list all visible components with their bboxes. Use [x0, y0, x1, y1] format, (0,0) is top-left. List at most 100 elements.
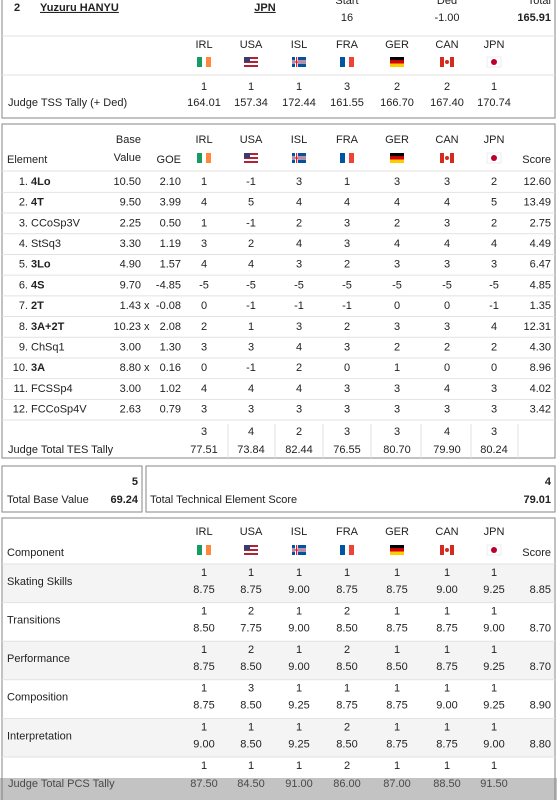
element-score: 2.75 — [530, 217, 551, 229]
element-number: 6. — [19, 279, 28, 291]
flag-part — [244, 161, 258, 163]
judge-goe: 2 — [344, 321, 350, 333]
judge-goe: 3 — [201, 238, 207, 250]
row-shade — [3, 641, 554, 680]
judge-country: IRL — [195, 134, 212, 146]
base-value: 8.80 — [120, 362, 141, 374]
base-rank: 5 — [132, 476, 138, 488]
element-name: 3A — [31, 362, 45, 374]
component-rank: 1 — [394, 644, 400, 656]
judge-goe: 3 — [344, 383, 350, 395]
judge-goe: 2 — [296, 217, 302, 229]
total-label: Total — [528, 0, 551, 7]
component-rank: 1 — [296, 606, 302, 618]
element-name: FCSSp4 — [31, 383, 73, 395]
component-mark: 8.50 — [336, 623, 357, 635]
judge-goe: 3 — [344, 404, 350, 416]
flag-part — [206, 57, 211, 67]
judge-goe: 2 — [491, 176, 497, 188]
header-goe: GOE — [157, 154, 181, 166]
flag — [292, 545, 306, 555]
tally-score: 87.00 — [383, 778, 411, 790]
judge-goe: 3 — [444, 217, 450, 229]
flag-part — [244, 59, 258, 61]
skater-nation: JPN — [254, 2, 275, 14]
component-mark: 9.00 — [288, 661, 309, 673]
goe: 2.08 — [160, 321, 181, 333]
judge-goe: 2 — [394, 217, 400, 229]
component-mark: 8.75 — [336, 700, 357, 712]
tally-score: 170.74 — [477, 97, 511, 109]
judge-goe: 4 — [248, 259, 254, 271]
base-value: 2.25 — [120, 217, 141, 229]
judge-goe: 3 — [296, 321, 302, 333]
judge-country: USA — [240, 526, 263, 538]
judge-goe: 3 — [394, 404, 400, 416]
flag-part — [206, 153, 211, 163]
judge-goe: 3 — [344, 217, 350, 229]
judge-goe: -5 — [199, 279, 209, 291]
judge-goe: 2 — [248, 238, 254, 250]
tally-rank: 1 — [201, 760, 207, 772]
flag — [244, 57, 258, 67]
component-rank: 1 — [444, 683, 450, 695]
judge-goe: 5 — [248, 197, 254, 209]
judge-country: CAN — [435, 134, 458, 146]
flag — [292, 57, 306, 67]
judge-goe: 3 — [444, 259, 450, 271]
flag — [486, 152, 502, 164]
component-name: Skating Skills — [7, 576, 73, 588]
judge-goe: 4 — [344, 197, 350, 209]
tally-label: Judge Total TES Tally — [8, 444, 114, 456]
component-rank: 2 — [248, 644, 254, 656]
flag-part — [390, 159, 404, 163]
component-rank: 1 — [444, 567, 450, 579]
flag-part — [349, 545, 354, 555]
tally-rank: 1 — [296, 81, 302, 93]
judge-goe: 3 — [201, 342, 207, 354]
judge-goe: 3 — [296, 404, 302, 416]
flag — [390, 57, 404, 67]
header-score: Score — [522, 154, 551, 166]
system-bar — [0, 778, 557, 800]
flag — [292, 153, 306, 163]
flag-part — [244, 65, 258, 67]
flag-part — [244, 63, 258, 65]
elements-box — [1, 123, 556, 459]
tally-score: 91.00 — [285, 778, 313, 790]
header-box — [1, 0, 556, 119]
flag-part — [440, 57, 444, 67]
component-rank: 1 — [296, 644, 302, 656]
judge-goe: -1 — [294, 300, 304, 312]
flag-part — [244, 553, 258, 555]
goe: -4.85 — [156, 279, 181, 291]
judge-country: ISL — [291, 526, 308, 538]
component-mark: 8.50 — [240, 738, 261, 750]
header-score: Score — [522, 547, 551, 559]
judge-goe: 2 — [444, 342, 450, 354]
component-mark: 8.50 — [386, 661, 407, 673]
flag-part — [349, 57, 354, 67]
flag-part — [202, 545, 206, 555]
tally-rank: 4 — [444, 426, 450, 438]
component-name: Composition — [7, 692, 68, 704]
judge-goe: 3 — [491, 259, 497, 271]
component-rank: 1 — [491, 644, 497, 656]
base-box — [1, 465, 143, 513]
start-value: 16 — [341, 12, 353, 24]
judge-goe: 0 — [444, 362, 450, 374]
base-mark: x — [144, 300, 150, 312]
judge-country: JPN — [484, 526, 505, 538]
element-name: FCCoSp4V — [31, 404, 87, 416]
judge-goe: 4 — [296, 342, 302, 354]
flag-part — [197, 153, 202, 163]
components-box — [1, 517, 556, 800]
tes-total: 79.01 — [523, 494, 551, 506]
component-mark: 8.50 — [336, 661, 357, 673]
judge-country: CAN — [435, 39, 458, 51]
flag-part — [491, 59, 497, 65]
tally-rank: 2 — [344, 760, 350, 772]
judge-goe: 3 — [296, 176, 302, 188]
judge-goe: 4 — [491, 321, 497, 333]
flag — [340, 57, 354, 67]
